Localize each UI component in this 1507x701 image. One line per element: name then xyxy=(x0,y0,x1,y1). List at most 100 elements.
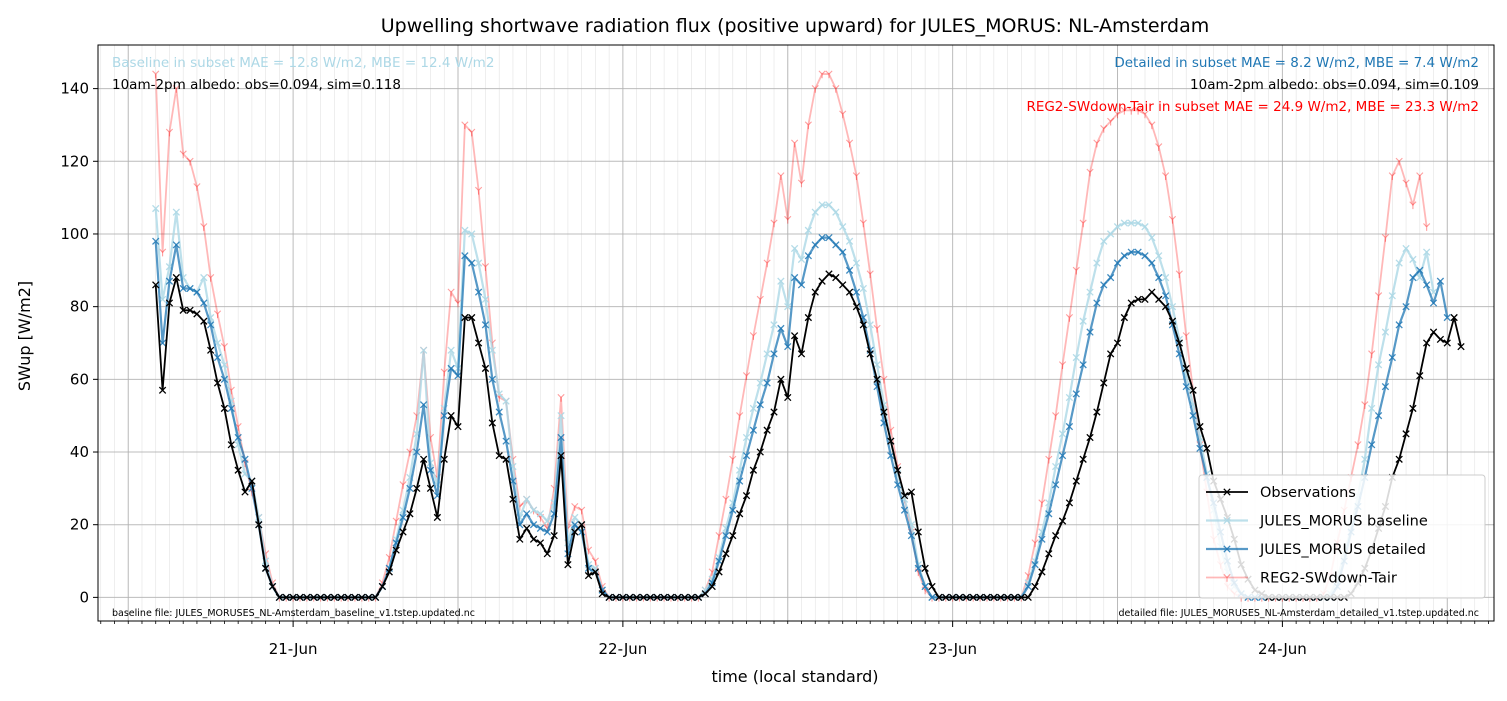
data-point-reg2-swdown-tair xyxy=(220,343,228,351)
data-point-reg2-swdown-tair xyxy=(763,259,771,268)
data-point-reg2-swdown-tair xyxy=(461,121,469,130)
data-point-jules-morus-baseline xyxy=(1052,462,1060,471)
y-tick-label: 140 xyxy=(60,80,89,98)
data-point-observations xyxy=(481,364,490,373)
data-point-observations xyxy=(997,593,1005,602)
data-point-observations xyxy=(523,524,531,532)
baseline-stats-annotation: Baseline in subset MAE = 12.8 W/m2, MBE … xyxy=(112,55,494,71)
data-point-observations xyxy=(516,535,524,543)
data-point-observations xyxy=(536,539,545,547)
data-point-jules-morus-baseline xyxy=(832,208,840,216)
data-point-jules-morus-baseline xyxy=(488,346,496,354)
data-point-reg2-swdown-tair xyxy=(845,139,854,148)
data-point-jules-morus-detailed xyxy=(543,528,551,536)
data-point-reg2-swdown-tair xyxy=(186,157,194,166)
data-point-reg2-swdown-tair xyxy=(1381,234,1390,242)
data-point-observations xyxy=(1422,339,1431,347)
data-point-jules-morus-detailed xyxy=(811,241,819,249)
data-point-reg2-swdown-tair xyxy=(749,332,757,340)
data-point-reg2-swdown-tair xyxy=(440,368,448,377)
data-point-observations xyxy=(282,593,290,602)
data-point-jules-morus-baseline xyxy=(1409,255,1417,264)
data-point-jules-morus-detailed xyxy=(1072,390,1080,398)
data-point-jules-morus-baseline xyxy=(1161,273,1170,282)
legend-marker xyxy=(1223,545,1231,553)
data-point-observations xyxy=(1024,593,1032,602)
data-point-reg2-swdown-tair xyxy=(1058,361,1067,369)
data-point-jules-morus-baseline xyxy=(502,397,510,405)
data-point-observations xyxy=(804,313,813,322)
baseline-albedo-annotation: 10am-2pm albedo: obs=0.094, sim=0.118 xyxy=(112,77,401,93)
data-point-jules-morus-detailed xyxy=(227,404,235,413)
data-point-observations xyxy=(1072,477,1080,485)
data-point-observations xyxy=(268,582,277,591)
data-point-observations xyxy=(255,521,263,529)
data-point-reg2-swdown-tair xyxy=(811,85,819,93)
data-point-observations xyxy=(777,375,785,383)
data-point-reg2-swdown-tair xyxy=(1134,106,1142,115)
data-point-reg2-swdown-tair xyxy=(1065,313,1073,322)
data-point-reg2-swdown-tair xyxy=(1045,455,1053,464)
data-point-observations xyxy=(502,455,510,463)
data-point-jules-morus-detailed xyxy=(928,593,936,602)
data-point-observations xyxy=(1450,313,1458,322)
data-point-jules-morus-detailed xyxy=(213,353,222,362)
data-point-reg2-swdown-tair xyxy=(1354,441,1362,449)
data-point-reg2-swdown-tair xyxy=(165,128,174,137)
data-point-observations xyxy=(1175,339,1183,347)
data-point-jules-morus-detailed xyxy=(804,252,813,260)
data-point-jules-morus-detailed xyxy=(1106,273,1115,282)
data-point-reg2-swdown-tair xyxy=(406,448,414,457)
data-point-observations xyxy=(158,386,167,394)
data-point-observations xyxy=(358,593,366,602)
data-point-jules-morus-baseline xyxy=(756,379,764,387)
data-point-jules-morus-detailed xyxy=(447,364,455,373)
legend-items: Observations JULES_MORUS baseline JULES_MO… xyxy=(1206,485,1428,587)
data-point-reg2-swdown-tair xyxy=(825,70,833,79)
data-point-reg2-swdown-tair xyxy=(1079,219,1087,228)
y-tick-label: 0 xyxy=(79,588,89,606)
data-point-observations xyxy=(1155,295,1163,304)
data-point-observations xyxy=(729,531,737,540)
data-point-observations xyxy=(1038,568,1046,576)
data-point-jules-morus-detailed xyxy=(1381,382,1390,391)
data-point-observations xyxy=(303,593,311,602)
data-point-reg2-swdown-tair xyxy=(804,121,812,130)
data-point-reg2-swdown-tair xyxy=(859,219,867,228)
data-point-jules-morus-detailed xyxy=(1182,382,1190,391)
data-point-observations xyxy=(942,593,950,602)
data-point-observations xyxy=(419,455,428,463)
data-point-reg2-swdown-tair xyxy=(784,215,792,224)
data-point-jules-morus-baseline xyxy=(495,390,503,398)
data-point-jules-morus-baseline xyxy=(200,273,208,282)
y-tick-label: 20 xyxy=(70,516,89,534)
data-point-jules-morus-baseline xyxy=(1127,219,1135,227)
data-point-jules-morus-baseline xyxy=(1155,252,1163,260)
data-point-jules-morus-baseline xyxy=(1134,219,1142,227)
data-point-reg2-swdown-tair xyxy=(756,295,764,304)
data-point-observations xyxy=(928,582,936,591)
data-point-jules-morus-baseline xyxy=(571,513,579,522)
legend-label: REG2-SWdown-Tair xyxy=(1260,571,1397,587)
data-point-reg2-swdown-tair xyxy=(200,223,208,231)
data-point-observations xyxy=(962,593,971,602)
data-point-jules-morus-baseline xyxy=(825,201,833,209)
data-point-observations xyxy=(1416,372,1424,380)
data-point-jules-morus-detailed xyxy=(1409,273,1417,282)
data-point-jules-morus-baseline xyxy=(1148,233,1156,242)
data-point-observations xyxy=(818,277,826,285)
data-point-jules-morus-baseline xyxy=(873,361,881,369)
data-point-jules-morus-baseline xyxy=(1368,404,1376,413)
data-point-observations xyxy=(756,448,764,456)
data-point-observations xyxy=(440,455,448,463)
data-point-reg2-swdown-tair xyxy=(193,183,201,191)
data-point-observations xyxy=(715,568,723,576)
data-point-jules-morus-detailed xyxy=(825,233,833,242)
data-point-jules-morus-baseline xyxy=(797,255,806,264)
data-point-observations xyxy=(811,288,819,296)
data-point-jules-morus-detailed xyxy=(1388,353,1396,362)
legend-entry-jules-morus-detailed: JULES_MORUS detailed xyxy=(1206,542,1426,558)
y-tick-label: 60 xyxy=(70,370,89,388)
reg2-stats-annotation: REG2-SWdown-Tair in subset MAE = 24.9 W/… xyxy=(1026,99,1479,115)
